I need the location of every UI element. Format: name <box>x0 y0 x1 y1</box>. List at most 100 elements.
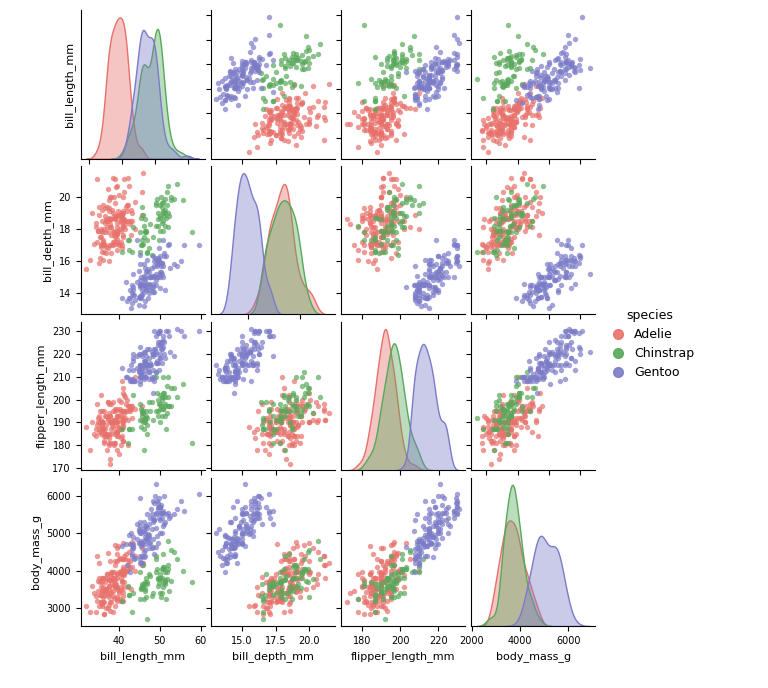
Point <box>413 63 425 74</box>
Point <box>116 554 128 565</box>
Point <box>524 398 536 409</box>
Point <box>101 396 114 407</box>
Point <box>273 398 286 409</box>
Point <box>96 585 108 596</box>
Point <box>257 417 270 428</box>
Point <box>521 371 533 382</box>
Point <box>277 410 290 421</box>
Point <box>498 105 510 116</box>
Point <box>521 367 533 378</box>
Point <box>491 405 503 416</box>
Point <box>477 222 489 233</box>
Point <box>141 246 153 257</box>
Point <box>318 550 330 561</box>
Point <box>494 107 506 118</box>
Point <box>114 239 126 250</box>
Point <box>480 122 492 133</box>
Point <box>263 578 275 589</box>
Point <box>392 184 405 195</box>
Point <box>379 224 391 235</box>
Point <box>275 577 287 588</box>
Point <box>288 79 300 90</box>
Point <box>537 77 549 88</box>
Point <box>510 100 522 111</box>
Point <box>187 577 199 588</box>
Point <box>516 415 528 426</box>
Point <box>286 583 298 594</box>
Point <box>515 387 527 398</box>
Point <box>134 360 146 371</box>
Point <box>377 596 389 607</box>
Point <box>501 80 513 91</box>
Point <box>103 580 115 591</box>
Point <box>116 577 128 588</box>
Point <box>494 417 506 428</box>
Point <box>280 403 293 414</box>
Point <box>392 243 405 254</box>
Point <box>352 142 364 153</box>
Point <box>150 200 162 211</box>
Point <box>546 365 558 376</box>
Point <box>187 227 199 238</box>
Point <box>126 288 138 299</box>
Point <box>119 224 131 235</box>
Point <box>296 371 309 382</box>
Point <box>363 590 376 601</box>
Point <box>377 114 389 125</box>
Point <box>104 453 116 464</box>
Point <box>257 412 270 423</box>
Point <box>111 543 123 554</box>
Point <box>223 533 235 544</box>
Point <box>381 585 393 596</box>
Point <box>352 110 364 121</box>
Point <box>521 89 533 100</box>
Point <box>230 538 243 549</box>
Point <box>491 424 503 435</box>
Point <box>498 224 510 235</box>
Point <box>240 72 252 83</box>
Point <box>417 84 429 95</box>
Point <box>561 330 574 341</box>
Point <box>489 127 502 138</box>
Point <box>139 214 151 225</box>
Point <box>434 528 446 539</box>
Point <box>366 122 378 133</box>
Point <box>284 577 296 588</box>
Point <box>386 215 399 226</box>
Point <box>230 558 243 569</box>
Point <box>146 249 158 260</box>
Point <box>543 358 555 369</box>
Point <box>260 603 273 614</box>
Point <box>216 544 228 555</box>
Point <box>527 41 539 52</box>
Point <box>275 132 287 143</box>
Point <box>250 65 262 76</box>
Point <box>502 398 515 409</box>
Point <box>381 204 393 215</box>
Point <box>386 569 399 580</box>
Point <box>369 77 382 88</box>
Point <box>291 431 303 442</box>
Point <box>273 405 286 416</box>
Point <box>505 114 518 125</box>
Point <box>100 248 112 259</box>
Point <box>452 497 464 508</box>
Point <box>237 344 250 355</box>
Point <box>318 405 330 416</box>
Point <box>229 83 241 94</box>
Point <box>425 61 437 72</box>
Point <box>379 220 391 231</box>
Point <box>390 134 402 145</box>
Point <box>438 82 450 93</box>
Point <box>236 80 248 92</box>
Point <box>540 90 552 101</box>
Point <box>103 584 115 595</box>
Point <box>92 417 104 428</box>
Point <box>413 65 425 76</box>
Point <box>214 374 227 385</box>
Point <box>244 510 257 522</box>
Point <box>137 559 150 570</box>
Point <box>477 239 489 250</box>
Point <box>505 126 518 137</box>
Point <box>139 412 151 423</box>
